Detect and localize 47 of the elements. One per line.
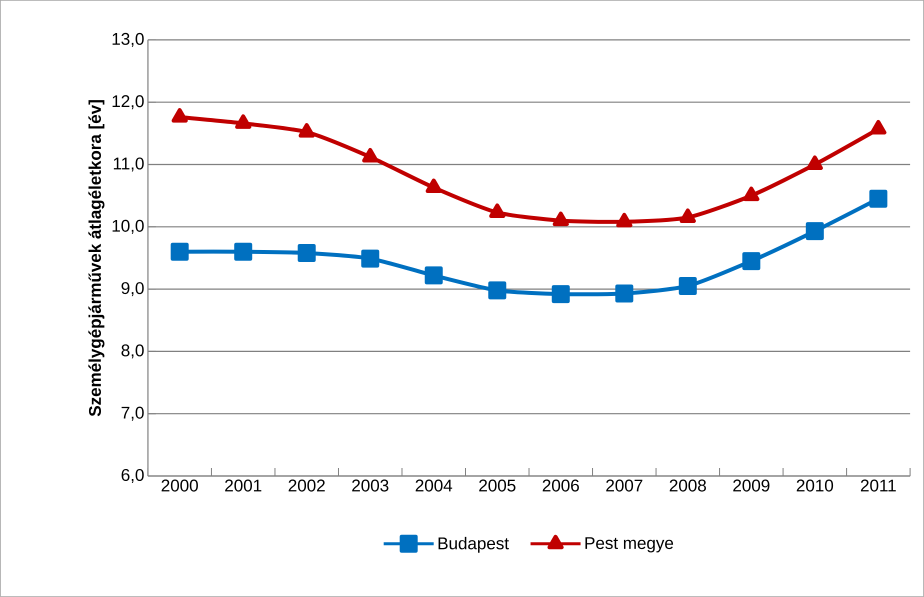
x-tick-label: 2004 (416, 480, 452, 492)
y-tick-label: 11,0 (114, 158, 144, 172)
x-tick-label: 2011 (860, 480, 896, 492)
x-tick-label: 2008 (670, 480, 706, 492)
y-tick-label: 7,0 (122, 406, 144, 421)
point (678, 277, 697, 296)
point (362, 148, 378, 163)
point (869, 190, 888, 208)
y-axis-title: Személygépjárművek átlagéletkora [év] (88, 100, 104, 416)
x-tick-label: 2002 (288, 480, 325, 492)
point (361, 250, 380, 268)
point (172, 108, 188, 123)
point (552, 285, 570, 304)
y-tick-label: 10,0 (112, 220, 144, 234)
x-tick-label: 2000 (162, 480, 198, 492)
x-tick-label: 2006 (542, 480, 579, 492)
point (552, 212, 569, 226)
point (806, 156, 823, 170)
point (170, 242, 189, 261)
x-tick-label: 2009 (733, 480, 770, 492)
y-tick-label: 13,0 (112, 32, 144, 47)
y-tick-label: 9,0 (122, 282, 144, 296)
y-tick-label: 8,0 (122, 344, 144, 358)
x-tick-label: 2007 (606, 480, 642, 492)
x-tick-label: 2005 (479, 480, 516, 492)
x-tick-label: 2001 (225, 480, 262, 492)
legend-label: Pest megye (585, 537, 674, 552)
point (743, 186, 760, 202)
point (426, 178, 442, 194)
point (615, 284, 634, 302)
x-tick-label: 2003 (352, 480, 388, 492)
point (742, 252, 760, 270)
point (298, 244, 316, 262)
point (424, 266, 443, 284)
point (806, 222, 824, 240)
x-tick-label: 2010 (796, 480, 834, 492)
point (616, 212, 632, 228)
legend-label: Budapest (438, 536, 509, 553)
point (488, 281, 506, 300)
point (298, 123, 315, 138)
y-tick-label: 6,0 (122, 469, 144, 484)
point (235, 114, 252, 129)
point (489, 204, 506, 218)
y-tick-label: 12,0 (112, 95, 144, 110)
point (234, 242, 252, 261)
point (870, 120, 886, 135)
point (680, 208, 696, 223)
